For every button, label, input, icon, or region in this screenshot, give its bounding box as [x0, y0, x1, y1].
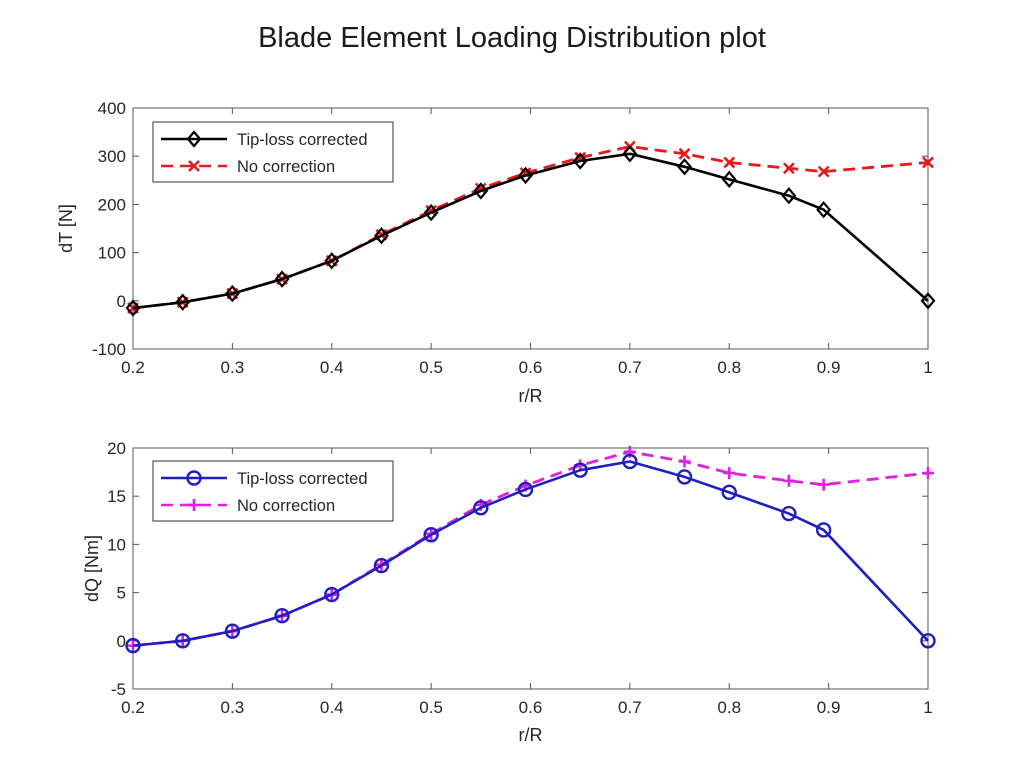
data-point-marker	[473, 500, 489, 516]
data-point-marker	[125, 299, 141, 317]
y-tick-label: 0	[117, 292, 126, 311]
data-point-marker	[622, 145, 638, 163]
x-axis-label: r/R	[519, 386, 543, 406]
x-tick-label: 0.5	[419, 358, 443, 377]
plot-panel-1: 0.2 0.3 0.4 0.5 0.6 0.7 0.8 0.9 1 -100 0 100 200 300 4…	[56, 99, 936, 406]
y-tick-label: 0	[117, 632, 126, 651]
data-point-marker	[517, 481, 534, 498]
y-tick-label: 15	[107, 487, 126, 506]
legend-label: Tip-loss corrected	[237, 131, 368, 149]
data-point-marker	[922, 156, 934, 169]
x-tick-label: 0.7	[618, 698, 642, 717]
x-tick-label: 1	[923, 358, 932, 377]
data-point-marker	[817, 165, 830, 178]
data-point-marker	[678, 455, 691, 468]
data-point-marker	[781, 187, 797, 205]
plot-panel-2: 0.2 0.3 0.4 0.5 0.6 0.7 0.8 0.9 1 -5 0 5 10 15 20 r/R dQ…	[82, 439, 936, 745]
data-point-marker	[324, 252, 340, 270]
data-point-marker	[678, 147, 691, 160]
x-tick-label: 0.3	[221, 698, 245, 717]
legend-label: Tip-loss corrected	[237, 470, 368, 488]
x-tick-label: 0.3	[221, 358, 245, 377]
data-point-marker	[721, 484, 737, 501]
data-point-marker	[817, 478, 830, 491]
data-point-marker	[622, 453, 638, 470]
x-tick-label: 0.2	[121, 698, 145, 717]
data-point-marker	[782, 474, 795, 487]
x-tick-label: 0.4	[320, 358, 344, 377]
x-tick-label: 0.8	[717, 358, 741, 377]
data-point-marker	[920, 633, 936, 649]
x-tick-label: 0.4	[320, 698, 344, 717]
y-tick-label: 20	[107, 439, 126, 458]
y-tick-label: -5	[111, 680, 126, 699]
data-point-marker	[274, 608, 290, 624]
y-axis-label: dT [N]	[56, 204, 76, 253]
data-point-marker	[816, 201, 832, 219]
series-tip-loss-corrected	[125, 453, 936, 654]
data-point-marker	[781, 505, 797, 522]
series-line	[132, 145, 929, 310]
x-tick-label: 0.9	[817, 358, 841, 377]
legend-swatch-marker	[186, 130, 202, 148]
y-tick-label: 400	[98, 99, 126, 118]
x-tick-label: 0.9	[817, 698, 841, 717]
x-axis-label: r/R	[519, 725, 543, 745]
data-point-marker	[920, 292, 936, 310]
data-point-marker	[175, 293, 191, 311]
legend: Tip-loss corrected No correction	[152, 460, 394, 522]
data-point-marker	[274, 270, 290, 288]
data-point-marker	[125, 637, 141, 654]
data-point-marker	[782, 162, 795, 175]
data-point-marker	[572, 462, 588, 478]
x-tick-label: 1	[923, 698, 932, 717]
legend-label: No correction	[237, 158, 335, 176]
chart-title: Blade Element Loading Distribution plot	[258, 22, 766, 54]
data-point-marker	[723, 156, 736, 169]
data-point-marker	[518, 166, 533, 185]
x-tick-label: 0.6	[519, 358, 543, 377]
legend-swatch-marker	[186, 470, 202, 486]
data-point-marker	[423, 527, 439, 543]
series-line	[132, 460, 929, 647]
y-tick-label: 200	[98, 195, 126, 214]
y-tick-label: 100	[98, 244, 126, 263]
legend-swatch-marker	[188, 160, 200, 172]
y-tick-label: 300	[98, 147, 126, 166]
y-tick-label: -100	[92, 340, 126, 359]
y-tick-label: 5	[117, 584, 126, 603]
data-point-marker	[473, 182, 489, 200]
data-point-marker	[721, 170, 737, 189]
y-tick-label: 10	[107, 535, 126, 554]
data-point-marker	[373, 227, 389, 245]
data-point-marker	[373, 557, 390, 574]
legend-swatch-marker	[188, 499, 200, 511]
y-axis-label: dQ [Nm]	[82, 535, 102, 602]
data-point-marker	[815, 522, 832, 538]
x-tick-label: 0.2	[121, 358, 145, 377]
data-point-marker	[723, 467, 736, 480]
data-point-marker	[224, 623, 241, 639]
x-tick-label: 0.8	[717, 698, 741, 717]
data-point-marker	[224, 284, 240, 303]
legend-label: No correction	[237, 497, 335, 515]
x-tick-label: 0.6	[519, 698, 543, 717]
x-tick-label: 0.5	[419, 698, 443, 717]
data-point-marker	[676, 469, 693, 485]
data-point-marker	[572, 152, 588, 170]
data-point-marker	[677, 158, 692, 176]
data-point-marker	[423, 203, 439, 222]
data-point-marker	[922, 467, 934, 480]
legend: Tip-loss corrected No correction	[152, 121, 394, 183]
series-tip-loss-corrected	[125, 145, 936, 317]
series-line	[132, 450, 929, 648]
data-point-marker	[174, 633, 191, 649]
data-point-marker	[324, 586, 340, 603]
x-tick-label: 0.7	[618, 358, 642, 377]
series-line	[132, 152, 929, 310]
